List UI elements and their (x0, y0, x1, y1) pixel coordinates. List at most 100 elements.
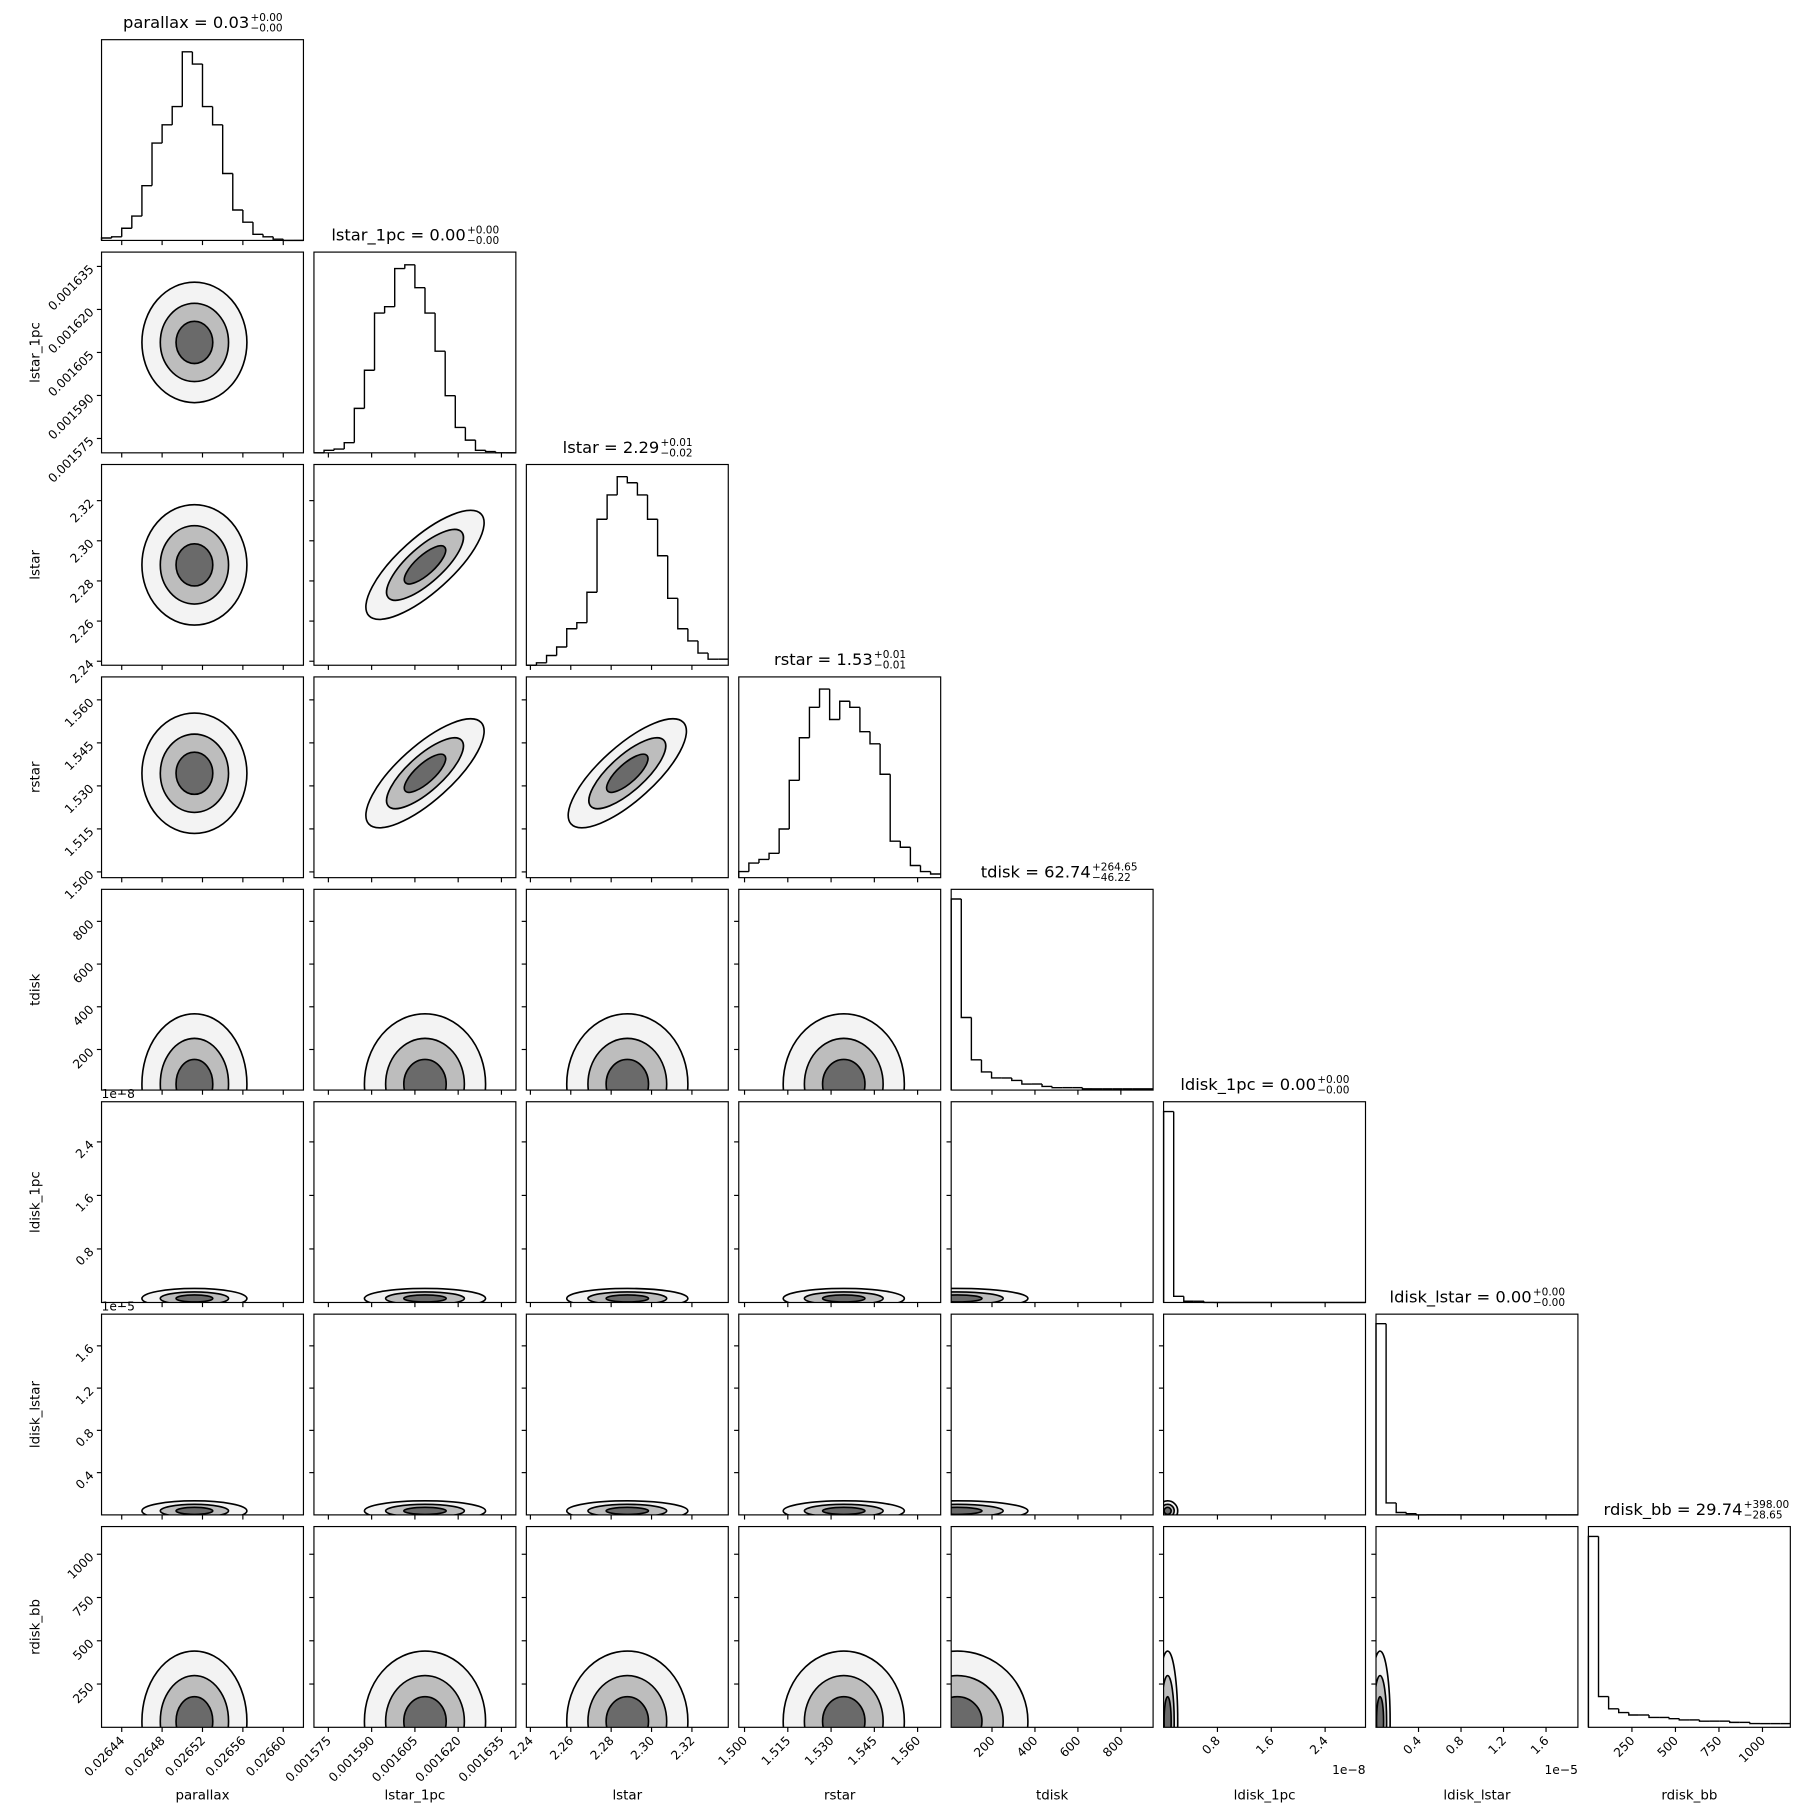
title-lower: −0.00 (250, 23, 282, 35)
contour (403, 544, 447, 585)
histogram-bin (677, 598, 688, 630)
histogram-bin (1041, 1084, 1053, 1088)
histogram-bin (242, 210, 253, 223)
histogram-bin (343, 441, 355, 450)
density (141, 281, 248, 404)
histogram-bin (656, 519, 668, 557)
y-axis-label: lstar (29, 550, 44, 580)
histogram-bin (221, 124, 233, 175)
histogram-bin (262, 234, 274, 238)
histogram-bin (545, 654, 557, 663)
histogram-bin (1172, 1111, 1184, 1298)
x-axis-label: rdisk_bb (1661, 1789, 1717, 1804)
histogram-bin (919, 865, 931, 873)
histogram-bin (464, 427, 476, 441)
panel (309, 463, 517, 670)
histogram-bin (110, 236, 122, 238)
contour (175, 1058, 214, 1091)
contour (821, 1695, 866, 1728)
density (782, 1012, 906, 1091)
panel-frame (950, 1525, 1154, 1728)
histogram-bin (353, 407, 365, 443)
density (951, 1500, 1029, 1515)
density (565, 1500, 689, 1515)
contour (175, 1294, 214, 1303)
histogram-bin (181, 51, 193, 107)
panel (1158, 1525, 1367, 1732)
title-upper: +0.01 (660, 437, 692, 449)
density (951, 1287, 1029, 1303)
histogram-bin (798, 737, 810, 781)
histogram-bin (141, 184, 153, 217)
panel-frame (525, 676, 729, 879)
histogram-bin (869, 731, 881, 745)
histogram-bin (990, 1071, 1002, 1079)
histogram-bin (778, 828, 790, 854)
density (1163, 1500, 1179, 1515)
panel-frame (1587, 1525, 1791, 1728)
panel (734, 1101, 942, 1308)
panel (946, 1525, 1154, 1732)
contour (605, 1506, 650, 1515)
panel (100, 39, 305, 246)
contour (821, 1058, 866, 1091)
panel-frame (1375, 1313, 1579, 1516)
panel-frame (738, 676, 942, 879)
density (782, 1500, 906, 1515)
histogram-bin (333, 448, 345, 451)
density (363, 1500, 487, 1515)
title-lower: −28.65 (1744, 1509, 1783, 1521)
density (141, 1012, 248, 1091)
histogram-bin (808, 706, 820, 738)
panel-frame (525, 1525, 729, 1728)
panel-frame (1163, 1525, 1367, 1728)
density (141, 503, 248, 626)
y-axis-label: rdisk_bb (29, 1599, 44, 1655)
contour (605, 753, 649, 794)
histogram-bin (889, 774, 901, 842)
histogram-bin (1628, 1712, 1639, 1716)
panel-title: rstar = 1.53 (774, 650, 873, 669)
panel (96, 251, 305, 458)
title-upper: +0.01 (874, 649, 906, 661)
histogram-bin (535, 662, 547, 666)
histogram-bin (1618, 1708, 1629, 1714)
panel-frame (1163, 1313, 1367, 1516)
panel-title: parallax = 0.03 (123, 13, 249, 32)
panel-title: ldisk_lstar = 0.00 (1390, 1287, 1532, 1307)
density (363, 1650, 487, 1728)
title-upper: +0.00 (1317, 1074, 1349, 1086)
histogram-bin (748, 862, 759, 872)
x-axis-label: ldisk_lstar (1443, 1789, 1511, 1804)
histogram-bin (404, 264, 415, 269)
panel (309, 1525, 517, 1732)
panel (1158, 1313, 1367, 1520)
histogram-bin (232, 173, 243, 211)
contour (821, 1506, 866, 1515)
density (365, 717, 485, 829)
y-axis-label: ldisk_lstar (29, 1380, 44, 1448)
title-upper: +0.00 (467, 224, 499, 236)
histogram-bin (586, 591, 598, 623)
panel (96, 463, 305, 670)
histogram-bin (970, 1017, 982, 1061)
title-lower: −0.01 (874, 660, 906, 672)
contour (402, 1058, 448, 1091)
panel-frame (1163, 1101, 1367, 1304)
y-axis-label: rstar (29, 761, 44, 793)
title-lower: −0.02 (660, 447, 692, 459)
histogram-bin (1668, 1717, 1680, 1720)
panel-frame (1375, 1525, 1579, 1728)
y-axis-label: ldisk_1pc (29, 1171, 44, 1233)
histogram-bin (1385, 1323, 1397, 1504)
density (365, 509, 485, 621)
title-lower: −0.00 (1317, 1085, 1349, 1097)
title-lower: −46.22 (1092, 872, 1131, 884)
panel (309, 888, 517, 1095)
histogram-bin (201, 64, 213, 108)
panel (1375, 1313, 1579, 1520)
histogram-bin (394, 267, 405, 307)
